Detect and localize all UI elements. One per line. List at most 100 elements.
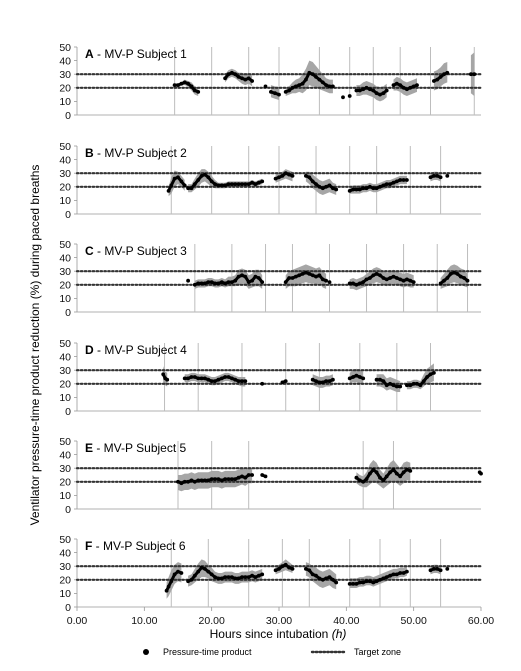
- pressure-time-point: [361, 87, 366, 92]
- pressure-time-point: [435, 77, 440, 82]
- pressure-time-point: [442, 72, 446, 77]
- pressure-time-point: [458, 274, 463, 279]
- pressure-time-point: [310, 72, 315, 77]
- pressure-time-point: [361, 186, 366, 191]
- pressure-time-point: [371, 88, 376, 93]
- pressure-time-point: [233, 278, 238, 283]
- pressure-time-point: [391, 274, 396, 279]
- pressure-time-point: [297, 83, 302, 87]
- pressure-time-point: [371, 467, 376, 472]
- panel-title: D - MV-P Subject 4: [85, 343, 187, 357]
- y-tick-label: 20: [59, 379, 71, 391]
- pressure-time-point: [209, 280, 214, 284]
- pressure-time-point: [445, 70, 450, 75]
- y-tick-label: 40: [59, 547, 71, 559]
- panel-letter: B: [85, 146, 94, 160]
- pressure-time-point: [277, 175, 281, 180]
- pressure-time-point: [280, 174, 285, 178]
- pressure-time-point: [219, 376, 224, 381]
- pressure-time-point: [448, 272, 453, 276]
- pressure-time-point: [374, 272, 379, 276]
- pressure-time-point: [388, 182, 392, 187]
- pressure-time-point: [378, 273, 382, 278]
- y-tick-label: 0: [65, 307, 71, 319]
- pressure-time-point: [206, 377, 211, 382]
- pressure-time-point: [243, 575, 248, 579]
- pressure-time-point: [381, 91, 386, 96]
- pressure-time-point: [182, 80, 187, 85]
- pressure-time-point: [203, 281, 207, 286]
- y-tick-label: 30: [59, 365, 71, 377]
- pressure-time-point: [164, 588, 169, 593]
- pressure-time-point: [246, 76, 251, 81]
- pressure-time-point: [357, 375, 362, 379]
- pressure-time-point: [357, 88, 362, 93]
- pressure-time-point: [240, 76, 244, 81]
- pressure-time-point: [378, 92, 382, 97]
- pressure-time-point: [401, 470, 406, 475]
- pressure-time-point: [240, 474, 244, 479]
- variability-band: [285, 60, 333, 96]
- pressure-time-point: [233, 377, 238, 382]
- pressure-time-point: [384, 474, 389, 479]
- pressure-time-point: [209, 179, 214, 184]
- pressure-time-point: [273, 176, 278, 181]
- pressure-time-point: [216, 183, 221, 188]
- x-tick-label: 0.00: [67, 615, 88, 627]
- pressure-time-point: [186, 376, 191, 381]
- y-tick-label: 30: [59, 266, 71, 278]
- pressure-time-point: [310, 572, 315, 577]
- pressure-time-point: [438, 75, 443, 79]
- pressure-time-point: [182, 376, 187, 381]
- pressure-time-point: [287, 88, 291, 93]
- pressure-time-point: [209, 379, 214, 383]
- pressure-time-point: [361, 580, 366, 585]
- pressure-time-point: [374, 186, 379, 191]
- pressure-time-point: [203, 376, 207, 381]
- pressure-time-point: [438, 568, 443, 573]
- pressure-time-point: [293, 274, 298, 279]
- panel-letter: E: [85, 441, 93, 455]
- pressure-time-point: [317, 576, 322, 581]
- pressure-time-point: [300, 272, 305, 276]
- pressure-time-point: [176, 83, 180, 87]
- y-tick-label: 10: [59, 96, 71, 108]
- pressure-time-point: [256, 180, 261, 185]
- pressure-time-point: [199, 281, 204, 286]
- pressure-time-point: [351, 187, 355, 192]
- pressure-time-point: [186, 579, 191, 584]
- pressure-time-point: [236, 274, 241, 279]
- pressure-time-point: [405, 87, 409, 92]
- pressure-time-point: [246, 473, 251, 477]
- pressure-time-point: [253, 182, 258, 187]
- pressure-time-point: [428, 568, 433, 573]
- pressure-time-point: [176, 479, 180, 484]
- pressure-time-point: [213, 182, 217, 187]
- pressure-time-point: [230, 477, 234, 481]
- pressure-time-point: [398, 384, 403, 389]
- pressure-time-point: [364, 85, 369, 90]
- pressure-time-point: [169, 579, 174, 584]
- pressure-time-point: [223, 477, 228, 481]
- pressure-time-point: [374, 377, 379, 382]
- pressure-time-point: [209, 572, 214, 577]
- pressure-time-point: [216, 576, 221, 581]
- pressure-time-point: [384, 575, 389, 579]
- pressure-time-point: [240, 273, 244, 278]
- pressure-time-point: [203, 478, 207, 483]
- pressure-time-point: [401, 85, 406, 90]
- y-tick-label: 50: [59, 436, 71, 448]
- pressure-time-point: [290, 276, 295, 280]
- pressure-time-point: [411, 381, 416, 386]
- pressure-time-point: [307, 568, 312, 573]
- pressure-time-point: [327, 575, 332, 579]
- pressure-time-point: [260, 473, 265, 477]
- pressure-time-point: [243, 274, 248, 279]
- pressure-time-point: [405, 383, 409, 388]
- pressure-time-point: [347, 94, 352, 98]
- pressure-time-point: [192, 479, 197, 484]
- pressure-time-point: [405, 467, 409, 472]
- panel-title-text: - MV-P Subject 4: [94, 343, 187, 357]
- pressure-time-point: [182, 183, 187, 188]
- pressure-time-point: [391, 180, 396, 185]
